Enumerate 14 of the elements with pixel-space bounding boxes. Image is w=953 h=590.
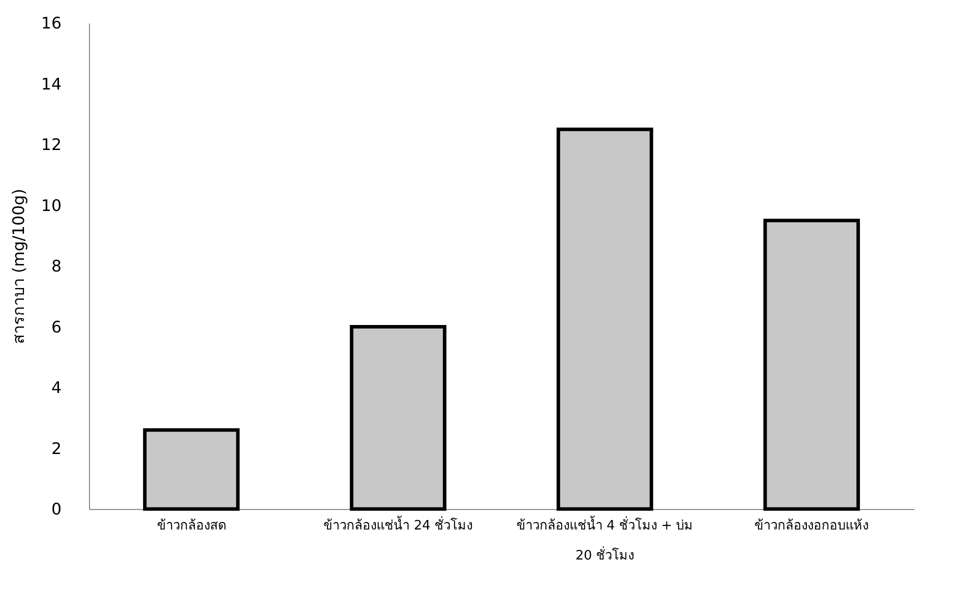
x-tick-label: ข้าวกล้องงอกอบแห้ง bbox=[754, 518, 869, 534]
y-tick-label: 8 bbox=[51, 256, 62, 276]
y-tick-label: 12 bbox=[41, 135, 62, 154]
x-tick-label: ข้าวกล้องแช่น้ำ 24 ชั่วโมง bbox=[324, 516, 473, 534]
y-tick-label: 6 bbox=[51, 317, 62, 336]
y-tick-label: 2 bbox=[51, 438, 62, 458]
x-tick-label: ข้าวกล้องสด bbox=[156, 518, 226, 534]
x-tick-label: ข้าวกล้องแช่น้ำ 4 ชั่วโมง + บ่ม 20 ชั่วโมง bbox=[516, 516, 694, 564]
y-axis-title: สารกาบา (mg/100g) bbox=[9, 188, 28, 344]
y-tick-label: 16 bbox=[41, 14, 62, 32]
y-tick-label: 0 bbox=[51, 500, 62, 518]
y-tick-label: 14 bbox=[41, 74, 62, 94]
y-tick-label: 4 bbox=[51, 378, 62, 397]
y-tick-label: 10 bbox=[41, 196, 62, 215]
